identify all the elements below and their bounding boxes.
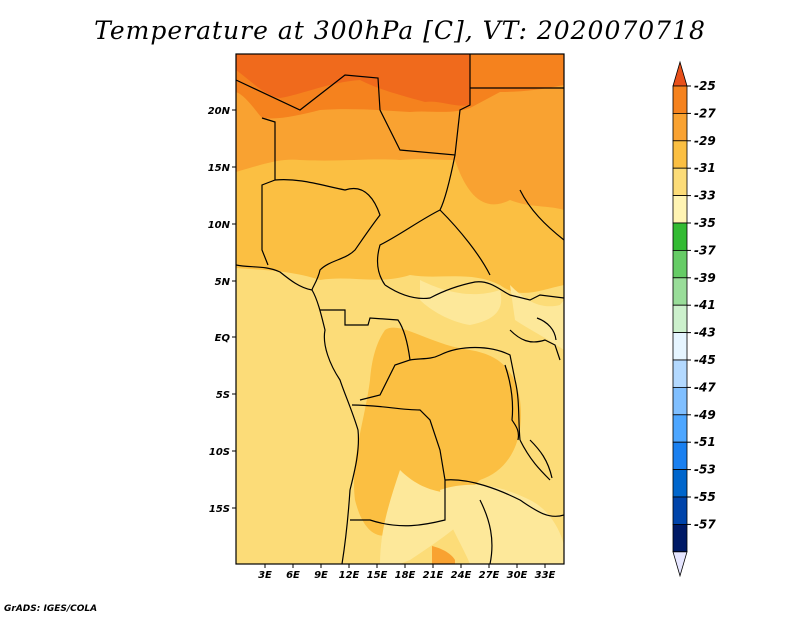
latitude-ticks [232,109,236,509]
colorbar-label: -41 [694,298,716,312]
lon-tick-label: 21E [423,570,444,581]
credit-label: GrADS: IGES/COLA [4,604,98,614]
colorbar-swatch [672,140,688,169]
colorbar-label: -31 [694,161,716,175]
colorbar-label: -49 [694,408,716,422]
colorbar-label: -55 [694,490,716,504]
latitude-axis: 20N 15N 10N 5N EQ 5S 10S 15S [208,106,231,515]
colorbar-label: -35 [694,216,716,230]
country-borders [236,54,564,564]
lat-tick-label: 5S [216,390,230,401]
colorbar-swatch [672,85,688,114]
colorbar-swatch [672,249,688,279]
colorbar-swatch [672,304,688,334]
lon-tick-label: 30E [507,570,528,581]
lon-tick-label: 15E [367,570,388,581]
lon-tick-label: 6E [286,570,300,581]
temperature-field [236,54,564,564]
lat-tick-label: EQ [215,333,231,344]
longitude-ticks [264,564,546,568]
colorbar-swatch [672,222,688,251]
colorbar-swatch [672,469,688,498]
lon-tick-label: 33E [535,570,556,581]
lon-tick-label: 3E [258,570,272,581]
colorbar-label: -37 [694,243,716,257]
colorbar-label: -25 [694,79,716,93]
colorbar-label: -51 [694,435,716,449]
colorbar: -25 -27 -29 -31 -33 -35 -37 -39 -41 -43 -45 -47 -49 -… [672,60,716,578]
colorbar-label: -27 [694,106,716,120]
colorbar-swatch [672,332,688,361]
lat-tick-label: 15S [209,504,230,515]
lat-tick-label: 10N [208,220,231,231]
colorbar-cap-top [672,60,688,87]
lon-tick-label: 9E [314,570,328,581]
chart-title: Temperature at 300hPa [C], VT: 202007071… [94,16,706,45]
lat-tick-label: 10S [209,447,230,458]
colorbar-swatch [672,195,688,224]
lon-tick-label: 24E [451,570,472,581]
colorbar-label: -47 [694,380,716,394]
colorbar-label: -29 [694,134,716,148]
colorbar-swatch [672,496,688,525]
colorbar-swatch [672,167,688,196]
colorbar-label: -33 [694,189,716,203]
lat-tick-label: 5N [215,277,231,288]
lat-tick-label: 15N [208,163,231,174]
colorbar-label: -57 [694,517,716,531]
colorbar-label: -45 [694,353,716,367]
longitude-axis: 3E 6E 9E 12E 15E 18E 21E 24E 27E 30E 33E [258,570,555,581]
colorbar-label: -53 [694,463,716,477]
lon-tick-label: 12E [339,570,360,581]
colorbar-swatch [672,113,688,142]
colorbar-label: -39 [694,271,716,285]
colorbar-swatch [672,441,688,471]
colorbar-swatch [672,414,688,443]
colorbar-swatch [672,359,688,388]
map-frame [235,53,565,565]
lon-tick-label: 18E [395,570,416,581]
colorbar-swatch [672,386,688,416]
colorbar-swatch [672,524,688,553]
colorbar-cap-bottom [672,551,688,578]
lat-tick-label: 20N [208,106,231,117]
colorbar-label: -43 [694,326,716,340]
colorbar-swatch [672,277,688,306]
lon-tick-label: 27E [479,570,500,581]
